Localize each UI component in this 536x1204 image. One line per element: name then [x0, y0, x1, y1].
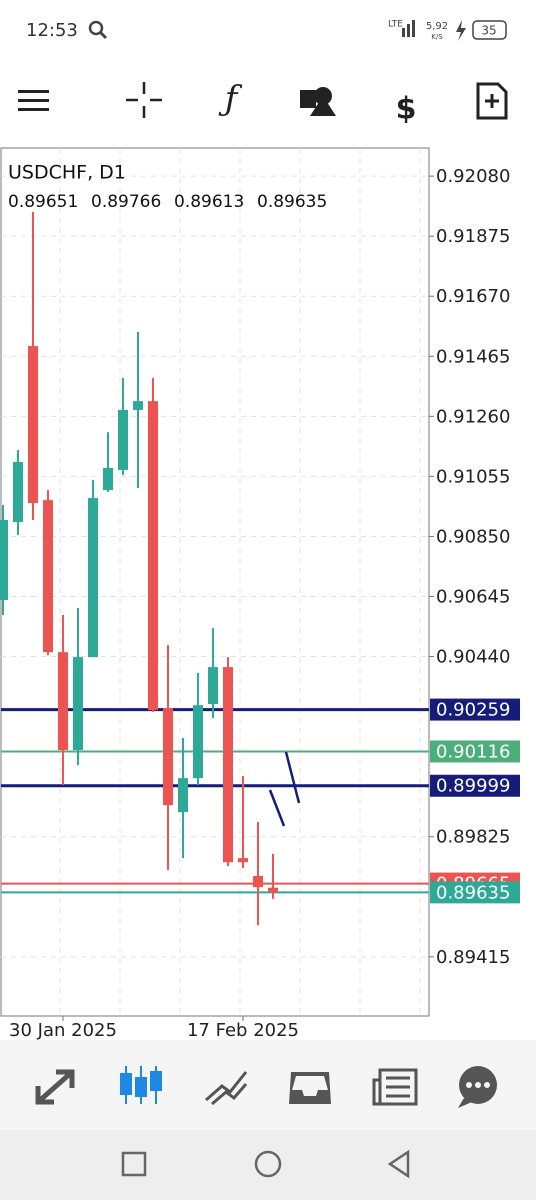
signal — [402, 28, 405, 37]
ohlc-value: 0.89635 — [257, 192, 327, 212]
status-time: 12:53 — [26, 20, 78, 41]
menu-bar — [18, 90, 49, 93]
candle-body — [118, 409, 128, 470]
back-button[interactable] — [387, 1149, 410, 1179]
menu-bar — [18, 108, 49, 111]
candle-body — [148, 401, 158, 711]
candle-body — [253, 875, 263, 888]
candle-body — [238, 858, 248, 863]
news-tab[interactable] — [372, 1068, 418, 1106]
home-button[interactable] — [254, 1150, 282, 1178]
signal — [412, 20, 415, 37]
x-tick-label: 30 Jan 2025 — [9, 1020, 117, 1041]
y-tick-label: 0.90850 — [436, 526, 510, 547]
chart-title: USDCHF, D1 — [8, 162, 126, 184]
ohlc-value: 0.89766 — [91, 192, 161, 212]
candle-body — [0, 520, 8, 601]
x-tick-label: 17 Feb 2025 — [187, 1020, 299, 1041]
battery — [472, 20, 507, 40]
y-tick-label: 0.90645 — [436, 587, 510, 608]
trend-drawing — [268, 789, 286, 827]
search-icon — [98, 30, 108, 40]
objects-button[interactable] — [300, 87, 336, 116]
y-tick-label: 0.92080 — [436, 166, 510, 187]
battery-level: 35 — [481, 24, 496, 38]
recents-button[interactable] — [121, 1151, 147, 1177]
ohlc-value: 0.89651 — [8, 192, 78, 212]
quotes-tab[interactable] — [35, 1069, 75, 1105]
price-level-label: 0.89635 — [436, 882, 510, 903]
ohlc-value: 0.89613 — [174, 192, 244, 212]
indicators-button[interactable]: ƒ — [218, 79, 243, 119]
candle-body — [163, 708, 173, 806]
y-tick-label: 0.91260 — [436, 406, 510, 427]
history-tab[interactable] — [289, 1072, 331, 1104]
candle-body — [58, 652, 68, 751]
trade-button[interactable]: $ — [396, 92, 417, 127]
price-level-label: 0.90116 — [436, 741, 510, 762]
y-tick-label: 0.91055 — [436, 466, 510, 487]
menu-button[interactable] — [18, 90, 49, 111]
candle-body — [73, 657, 83, 751]
net-speed: 5,92 — [426, 21, 448, 32]
signal — [407, 24, 410, 37]
tab-bar — [0, 1040, 536, 1130]
chart-tab[interactable] — [120, 1066, 162, 1104]
candle-body — [208, 667, 218, 705]
y-tick-label: 0.89415 — [436, 947, 510, 968]
candle-body — [178, 778, 188, 813]
new-order-button[interactable] — [476, 82, 508, 120]
trade-tab[interactable] — [205, 1071, 248, 1106]
plot-frame — [0, 147, 430, 1017]
candle-body — [88, 498, 98, 658]
system-nav — [0, 1130, 536, 1200]
candle-body — [193, 705, 203, 779]
y-tick-label: 0.91465 — [436, 346, 510, 367]
price-level-box — [430, 774, 520, 797]
price-level-box — [430, 881, 520, 904]
candle-body — [13, 462, 23, 523]
price-level-box — [430, 698, 520, 721]
vertical-grid — [59, 148, 421, 1016]
network-type: LTE — [388, 20, 403, 30]
candle-body — [223, 667, 233, 863]
trend-drawing — [284, 751, 301, 804]
price-level-box — [430, 740, 520, 763]
menu-bar — [18, 99, 49, 102]
candle-body — [133, 401, 143, 410]
price-level-label: 0.89999 — [436, 776, 510, 797]
candle-body — [43, 500, 53, 653]
charging-icon — [456, 20, 466, 41]
messages-tab[interactable] — [458, 1066, 497, 1108]
crosshair-button[interactable] — [126, 82, 162, 118]
y-tick-label: 0.89825 — [436, 827, 510, 848]
search-icon — [88, 20, 104, 36]
net-speed-unit: K/S — [431, 33, 443, 41]
candle-body — [28, 346, 38, 504]
candle-body — [268, 887, 278, 893]
y-tick-label: 0.91875 — [436, 226, 510, 247]
y-tick-label: 0.90440 — [436, 647, 510, 668]
candle-body — [103, 467, 113, 491]
price-level-label: 0.90259 — [436, 700, 510, 721]
y-tick-label: 0.91670 — [436, 286, 510, 307]
